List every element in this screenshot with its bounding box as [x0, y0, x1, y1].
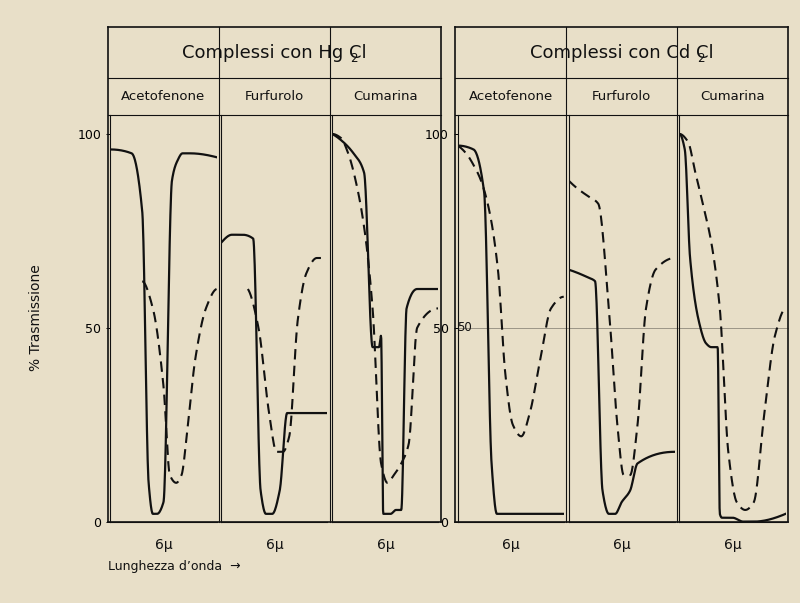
Text: Complessi con Cd Cl: Complessi con Cd Cl — [530, 44, 714, 62]
Text: Lunghezza d’onda  →: Lunghezza d’onda → — [108, 560, 241, 573]
Text: 6μ: 6μ — [502, 538, 519, 552]
Text: Complessi con Hg Cl: Complessi con Hg Cl — [182, 44, 366, 62]
Text: % Trasmissione: % Trasmissione — [29, 265, 43, 371]
Text: Cumarina: Cumarina — [700, 90, 765, 103]
Text: Furfurolo: Furfurolo — [245, 90, 304, 103]
Text: 6μ: 6μ — [266, 538, 283, 552]
Text: 2: 2 — [698, 52, 705, 65]
Text: 6μ: 6μ — [377, 538, 394, 552]
Text: 6μ: 6μ — [154, 538, 172, 552]
Text: Acetofenone: Acetofenone — [469, 90, 553, 103]
Text: Cumarina: Cumarina — [353, 90, 418, 103]
Text: Furfurolo: Furfurolo — [592, 90, 651, 103]
Text: 2: 2 — [350, 52, 358, 65]
Text: Acetofenone: Acetofenone — [122, 90, 206, 103]
Text: 6μ: 6μ — [724, 538, 742, 552]
Text: 50: 50 — [457, 321, 471, 334]
Text: 6μ: 6μ — [613, 538, 630, 552]
